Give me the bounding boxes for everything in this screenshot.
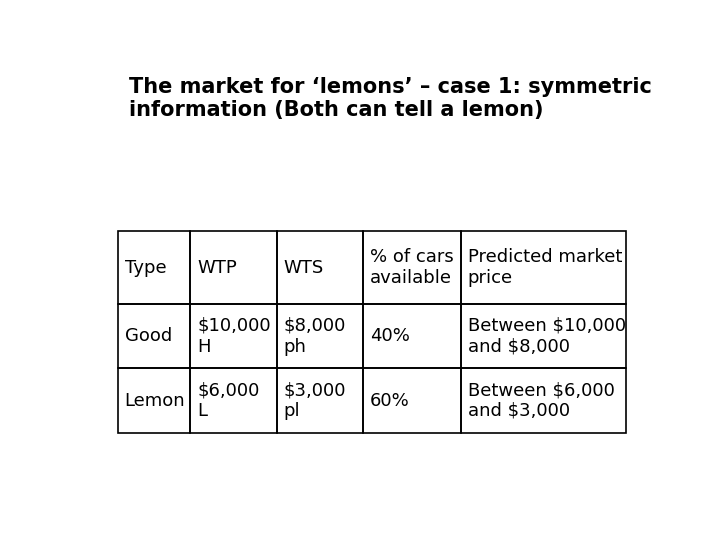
Bar xyxy=(118,368,190,433)
Text: WTP: WTP xyxy=(197,259,237,276)
Bar xyxy=(461,368,626,433)
Text: $3,000
pl: $3,000 pl xyxy=(284,381,346,420)
Bar xyxy=(118,304,190,368)
Bar xyxy=(364,368,461,433)
Text: The market for ‘lemons’ – case 1: symmetric
information (Both can tell a lemon): The market for ‘lemons’ – case 1: symmet… xyxy=(129,77,652,120)
Bar xyxy=(461,231,626,304)
Bar xyxy=(277,304,364,368)
Text: Between $10,000
and $8,000: Between $10,000 and $8,000 xyxy=(468,316,626,355)
Bar xyxy=(364,304,461,368)
Bar xyxy=(190,231,277,304)
Text: WTS: WTS xyxy=(284,259,324,276)
Bar xyxy=(190,304,277,368)
Text: 40%: 40% xyxy=(370,327,410,345)
Text: $10,000
H: $10,000 H xyxy=(197,316,271,355)
Bar xyxy=(118,231,190,304)
Bar xyxy=(277,368,364,433)
Text: Good: Good xyxy=(125,327,172,345)
Text: Between $6,000
and $3,000: Between $6,000 and $3,000 xyxy=(468,381,615,420)
Text: % of cars
available: % of cars available xyxy=(370,248,454,287)
Text: 60%: 60% xyxy=(370,392,410,409)
Bar xyxy=(190,368,277,433)
Text: $6,000
L: $6,000 L xyxy=(197,381,259,420)
Text: $8,000
ph: $8,000 ph xyxy=(284,316,346,355)
Bar xyxy=(277,231,364,304)
Text: Lemon: Lemon xyxy=(125,392,185,409)
Bar xyxy=(364,231,461,304)
Text: Type: Type xyxy=(125,259,166,276)
Bar xyxy=(461,304,626,368)
Text: Predicted market
price: Predicted market price xyxy=(468,248,622,287)
